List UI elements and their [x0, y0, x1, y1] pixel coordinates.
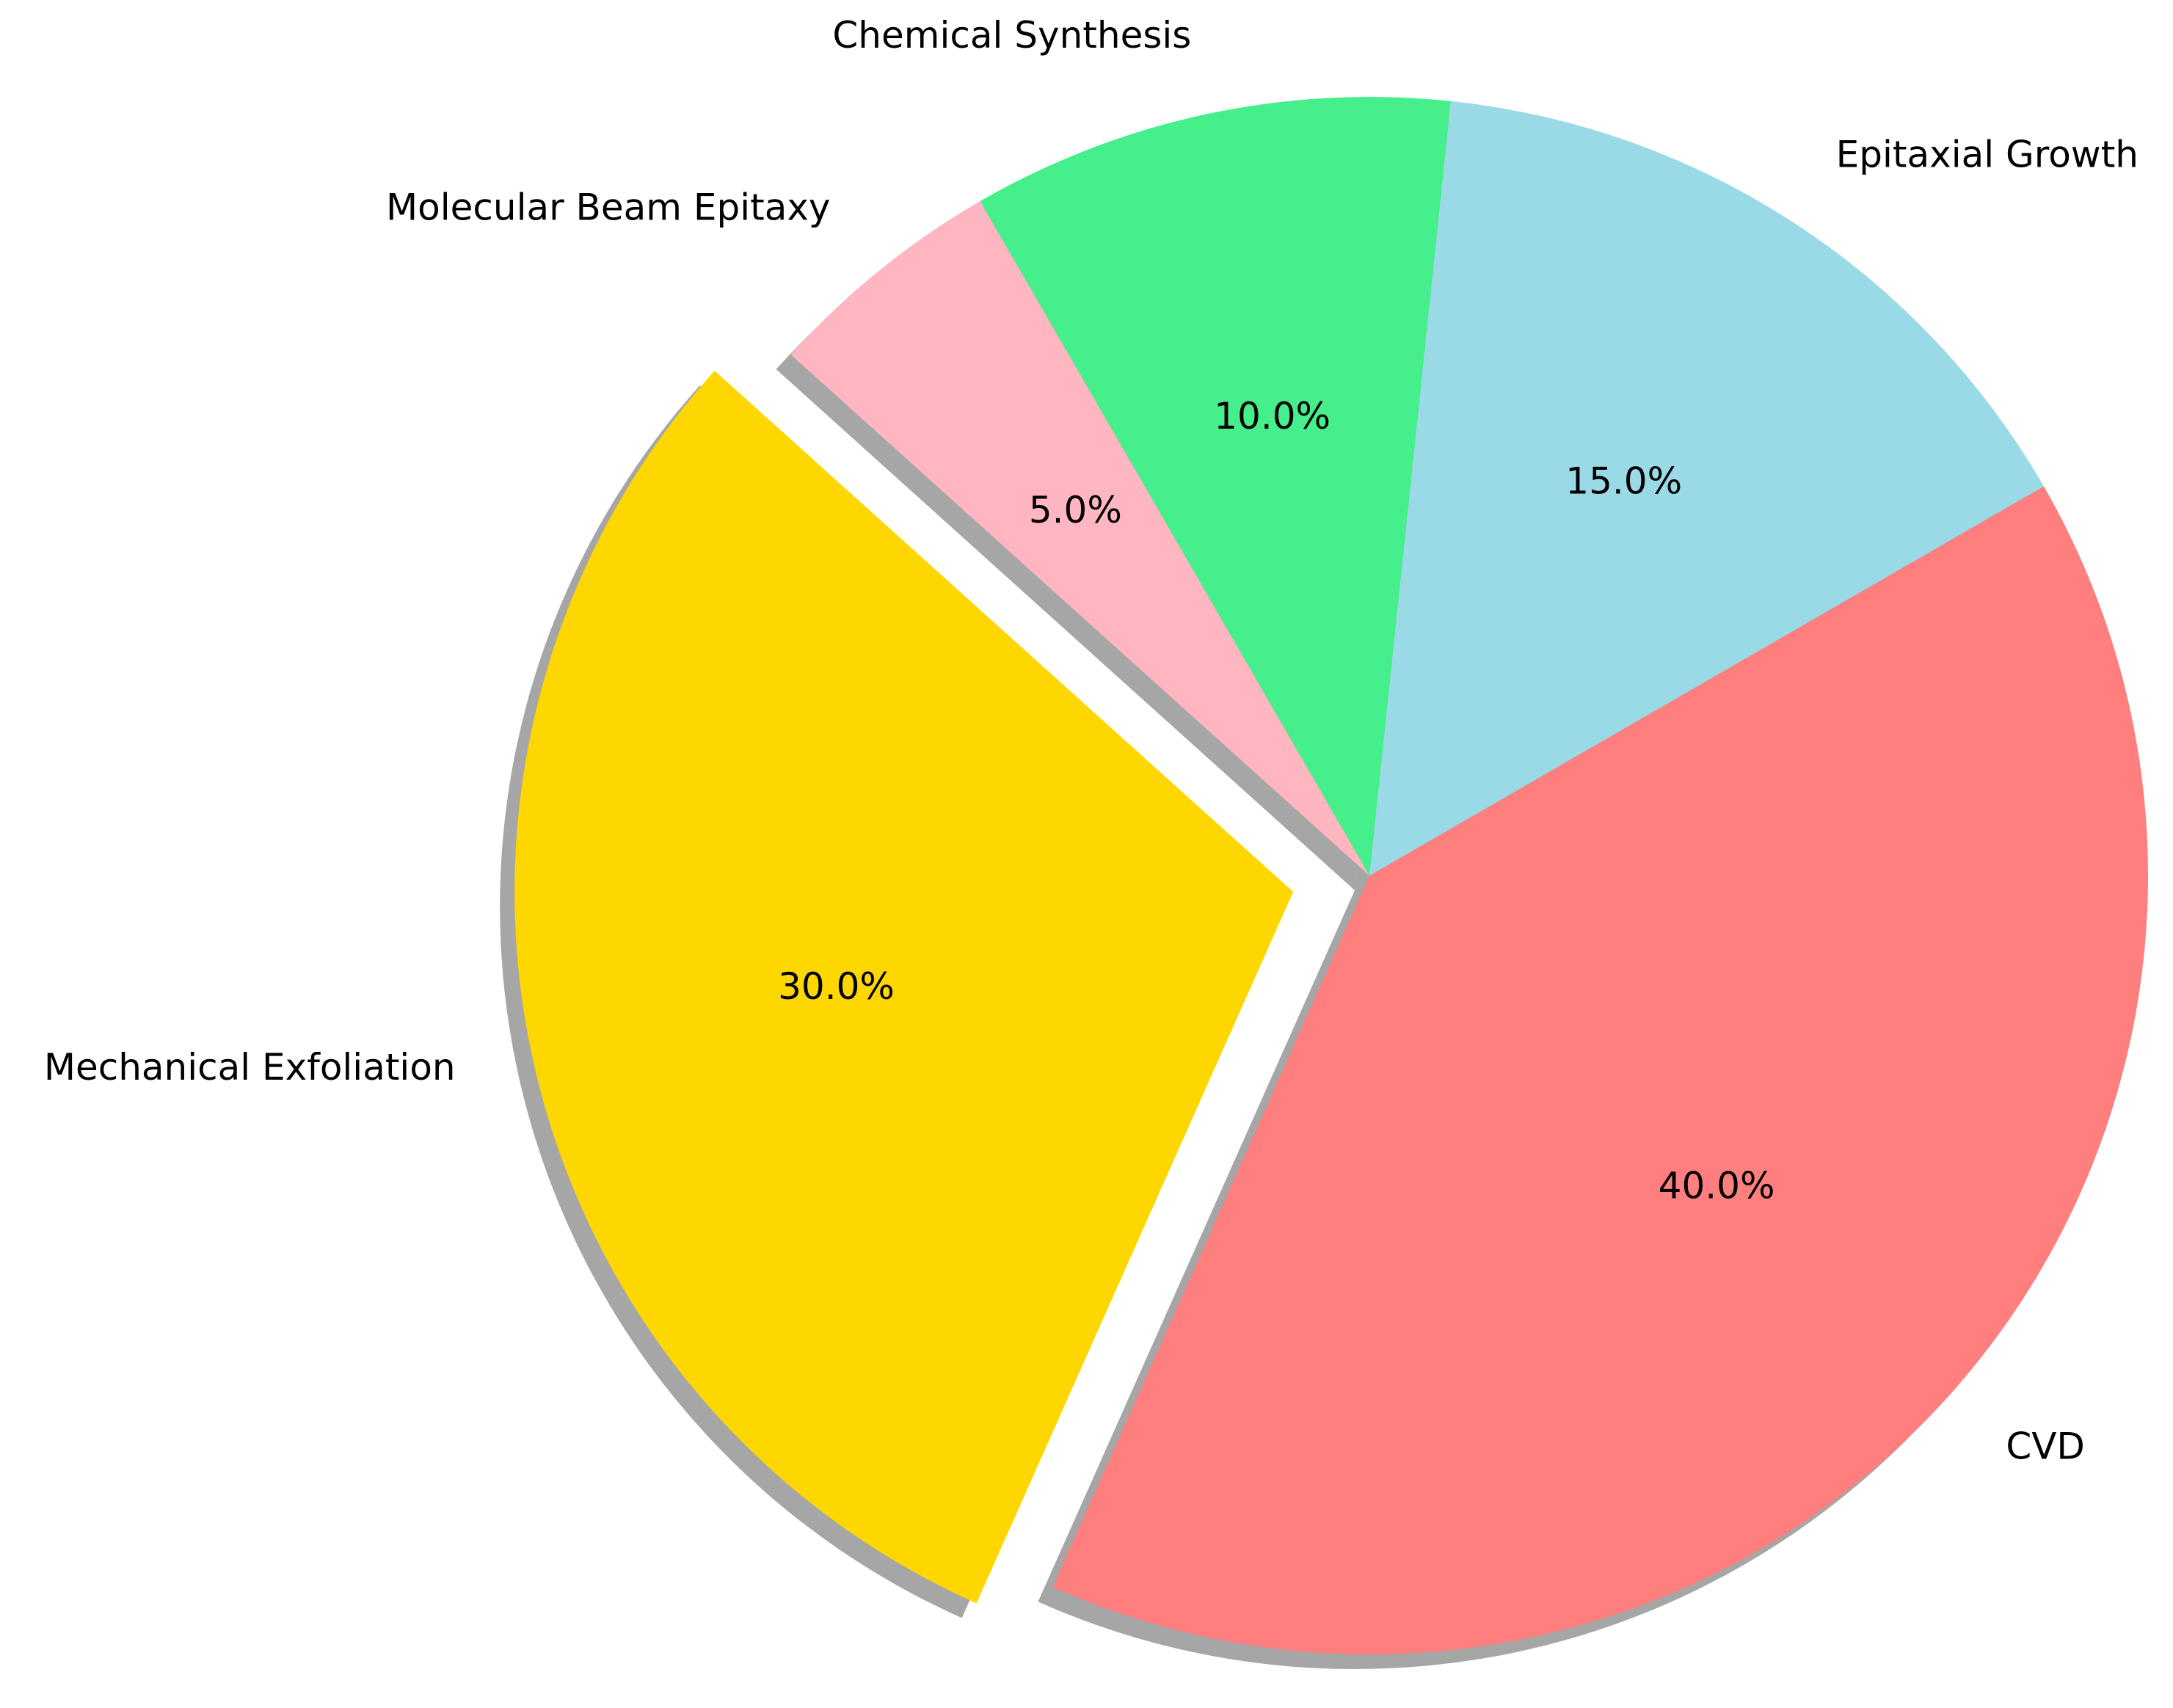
category-label: Chemical Synthesis	[832, 14, 1191, 57]
category-label: Molecular Beam Epitaxy	[386, 186, 831, 228]
pie-wedge	[980, 96, 1451, 876]
pie-wedge	[790, 201, 1369, 876]
pie-wedge	[1052, 486, 2149, 1654]
category-label: Mechanical Exfoliation	[44, 1046, 456, 1089]
value-label: 10.0%	[1214, 395, 1331, 437]
category-label: Epitaxial Growth	[1836, 134, 2139, 176]
value-label: 30.0%	[778, 965, 895, 1008]
value-label: 5.0%	[1029, 489, 1122, 531]
pie-wedge	[514, 371, 1294, 1604]
category-label: CVD	[2006, 1425, 2085, 1467]
value-label: 40.0%	[1659, 1164, 1775, 1207]
value-label: 15.0%	[1565, 460, 1682, 503]
pie-wedge	[1369, 101, 2044, 876]
